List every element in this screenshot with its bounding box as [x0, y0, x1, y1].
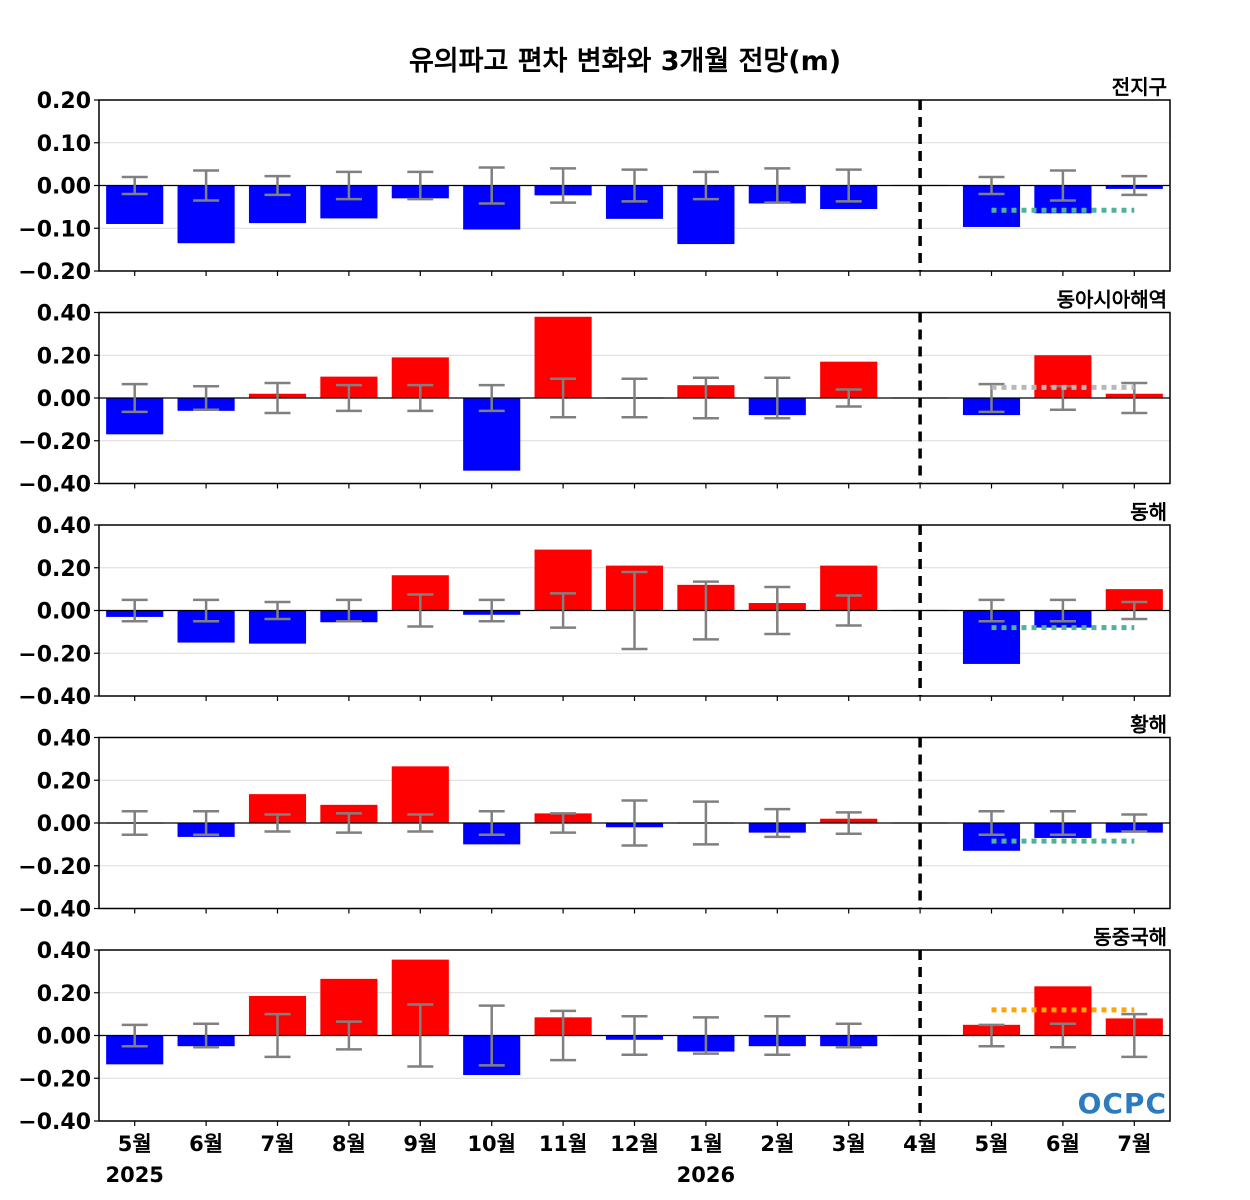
x-tick-label: 5월: [118, 1132, 152, 1156]
y-tick-label: −0.40: [18, 685, 91, 710]
y-tick-label: 0.20: [37, 769, 91, 794]
y-tick-label: 0.20: [37, 344, 91, 369]
x-tick-label: 8월: [332, 1132, 366, 1156]
panel: 0.40 0.20 0.00 −0.20 −0.40 동중국해: [18, 925, 1171, 1135]
x-tick-label: 4월: [903, 1132, 937, 1156]
y-tick-label: 0.00: [37, 387, 91, 412]
ocpc-logo: OCPC: [1078, 1087, 1167, 1120]
x-tick-label: 5월: [975, 1132, 1009, 1156]
y-tick-label: −0.20: [18, 430, 91, 455]
panel-title: 동중국해: [1093, 925, 1167, 949]
chart-title: 유의파고 편차 변화와 3개월 전망(m): [409, 46, 841, 77]
plot-frame: [98, 736, 1171, 910]
y-tick-label: 0.40: [37, 727, 91, 752]
year-label: 2025: [105, 1163, 163, 1187]
y-tick-label: 0.40: [37, 939, 91, 964]
x-tick-label: 6월: [1046, 1132, 1080, 1156]
y-tick-label: 0.20: [37, 89, 91, 114]
x-tick-label: 12월: [610, 1132, 659, 1156]
panels: 0.20 0.10 0.00 −0.10 −0.20 전지구 0.40 0.20 0.00 −0.…: [18, 75, 1171, 1135]
y-tick-label: 0.00: [37, 812, 91, 837]
y-tick-label: 0.20: [37, 982, 91, 1007]
x-tick-label: 9월: [403, 1132, 437, 1156]
y-tick-label: −0.40: [18, 1110, 91, 1135]
panel: 0.20 0.10 0.00 −0.10 −0.20 전지구: [18, 75, 1171, 285]
x-tick-label: 3월: [832, 1132, 866, 1156]
bar: [1105, 589, 1163, 611]
plot-frame: [98, 949, 1171, 1122]
y-tick-label: −0.40: [18, 473, 91, 498]
y-tick-label: −0.20: [18, 1067, 91, 1092]
x-tick-label: 7월: [1117, 1132, 1151, 1156]
y-tick-label: −0.40: [18, 898, 91, 923]
panel-title: 전지구: [1112, 75, 1167, 99]
panel-title: 황해: [1130, 713, 1167, 737]
panel-title: 동해: [1130, 500, 1167, 524]
y-tick-label: 0.20: [37, 557, 91, 582]
x-tick-label: 6월: [189, 1132, 223, 1156]
panel-title: 동아시아해역: [1057, 288, 1167, 312]
y-tick-label: 0.00: [37, 600, 91, 625]
plot-frame: [98, 311, 1171, 485]
y-tick-label: 0.40: [37, 514, 91, 539]
plot-frame: [98, 99, 1171, 272]
x-tick-label: 10월: [467, 1132, 516, 1156]
y-tick-label: −0.10: [18, 217, 91, 242]
plot-frame: [98, 524, 1171, 697]
y-tick-label: −0.20: [18, 260, 91, 285]
panel: 0.40 0.20 0.00 −0.20 −0.40 황해: [18, 713, 1171, 923]
x-tick-label: 2월: [760, 1132, 794, 1156]
x-axis: 5월 6월 7월 8월 9월 10월 11월 12월 1월 2월 3월 4월 5월 6월 7월 2025 202…: [105, 1132, 1151, 1187]
y-tick-label: 0.10: [37, 132, 91, 157]
panel: 0.40 0.20 0.00 −0.20 −0.40 동아시아해역: [18, 288, 1171, 498]
x-tick-label: 11월: [539, 1132, 588, 1156]
y-tick-label: 0.00: [37, 1025, 91, 1050]
x-tick-label: 7월: [261, 1132, 295, 1156]
x-tick-label: 1월: [689, 1132, 723, 1156]
y-tick-label: 0.40: [37, 302, 91, 327]
y-tick-label: −0.20: [18, 642, 91, 667]
y-tick-label: −0.20: [18, 855, 91, 880]
y-tick-label: 0.00: [37, 175, 91, 200]
panel: 0.40 0.20 0.00 −0.20 −0.40 동해: [18, 500, 1171, 710]
year-label: 2026: [677, 1163, 735, 1187]
